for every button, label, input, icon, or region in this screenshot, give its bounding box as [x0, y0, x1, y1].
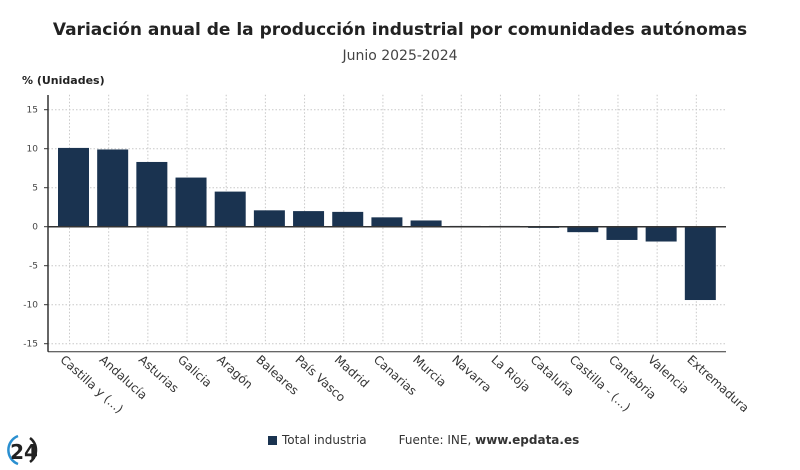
bar-baleares: [253, 210, 285, 227]
bar-castilla-y-: [58, 147, 89, 227]
source-text: Fuente: INE, www.epdata.es: [399, 433, 580, 447]
bar-galicia: [175, 177, 207, 227]
bar-extremadura: [684, 226, 716, 301]
bar-país-vasco: [293, 211, 325, 227]
source-prefix: Fuente: INE,: [398, 433, 476, 447]
bar-asturias: [136, 161, 168, 227]
legend-label: Total industria: [282, 433, 367, 447]
legend: Total industria Fuente: INE, www.epdata.…: [268, 433, 579, 447]
bar-murcia: [410, 220, 442, 227]
chart-subtitle: Junio 2025-2024: [342, 48, 458, 64]
bar-madrid: [332, 211, 364, 227]
y-tick-label: 5: [32, 184, 38, 194]
bar-aragón: [214, 191, 246, 227]
y-tick-label: 15: [27, 106, 38, 116]
svg-text:24: 24: [10, 440, 38, 464]
x-tick-label: Navarra: [449, 353, 494, 395]
x-tick-label: La Rioja: [488, 353, 533, 395]
bar-canarias: [371, 217, 403, 227]
legend-swatch: [268, 435, 277, 445]
y-tick-label: -5: [29, 262, 38, 272]
bar-castilla-: [567, 226, 599, 233]
chart-title: Variación anual de la producción industr…: [52, 20, 748, 40]
bar-valencia: [645, 226, 677, 242]
x-tick-label: Baleares: [253, 353, 301, 398]
x-tick-label: Extremadura: [684, 353, 751, 416]
brand-logo: 24: [7, 434, 38, 466]
y-tick-label: 10: [27, 145, 39, 155]
bar-andalucía: [97, 149, 129, 227]
y-tick-label: -10: [23, 301, 38, 311]
y-tick-label: 0: [32, 223, 38, 233]
bar-cantabria: [606, 226, 638, 240]
y-tick-label: -15: [23, 340, 38, 350]
y-axis-label: % (Unidades): [22, 74, 105, 87]
x-tick-label: Aragón: [214, 353, 255, 392]
source-site: www.epdata.es: [475, 433, 580, 447]
